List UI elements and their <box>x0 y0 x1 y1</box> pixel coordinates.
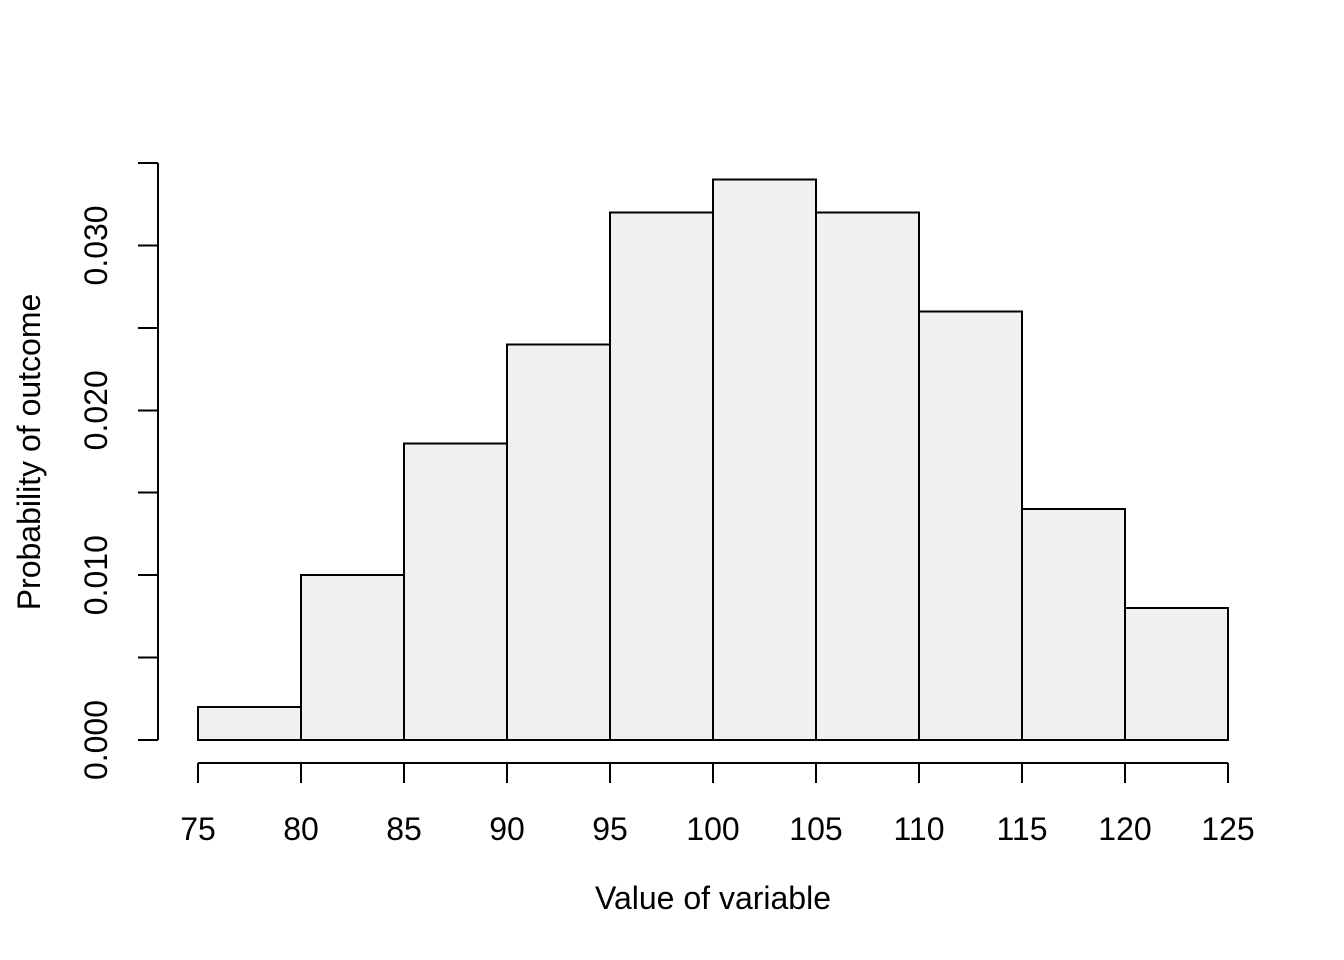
histogram-bar <box>918 310 1023 741</box>
histogram-bar <box>712 178 817 741</box>
y-tick-label: 0.020 <box>78 370 114 450</box>
histogram-bar <box>506 343 611 741</box>
x-tick-label: 110 <box>893 811 944 847</box>
histogram-bar <box>815 211 920 741</box>
x-tick-label: 120 <box>1098 811 1151 847</box>
x-tick-label: 125 <box>1201 811 1254 847</box>
x-tick-label: 75 <box>180 811 216 847</box>
x-axis: 75 80 85 90 95 100 105 110 115 120 125 <box>180 762 1255 847</box>
x-tick-label: 115 <box>996 811 1047 847</box>
y-axis-title: Probability of outcome <box>11 294 47 611</box>
histogram-bar <box>1124 607 1229 741</box>
y-tick-label: 0.000 <box>78 700 114 780</box>
y-axis: 0.000 0.010 0.020 0.030 <box>78 162 159 780</box>
y-tick-label: 0.010 <box>78 535 114 615</box>
x-axis-title: Value of variable <box>595 880 831 916</box>
x-tick-label: 95 <box>592 811 628 847</box>
x-tick-label: 85 <box>386 811 422 847</box>
x-tick-label: 80 <box>283 811 319 847</box>
x-tick-label: 90 <box>489 811 525 847</box>
bars-group <box>197 178 1229 742</box>
x-tick-label: 105 <box>789 811 842 847</box>
y-tick-label: 0.030 <box>78 205 114 285</box>
histogram-bar <box>403 442 508 741</box>
x-tick-label: 100 <box>686 811 739 847</box>
histogram-bar <box>1021 508 1126 742</box>
histogram-bar <box>609 211 714 741</box>
histogram-bar <box>300 574 405 742</box>
histogram-bar <box>197 706 302 741</box>
